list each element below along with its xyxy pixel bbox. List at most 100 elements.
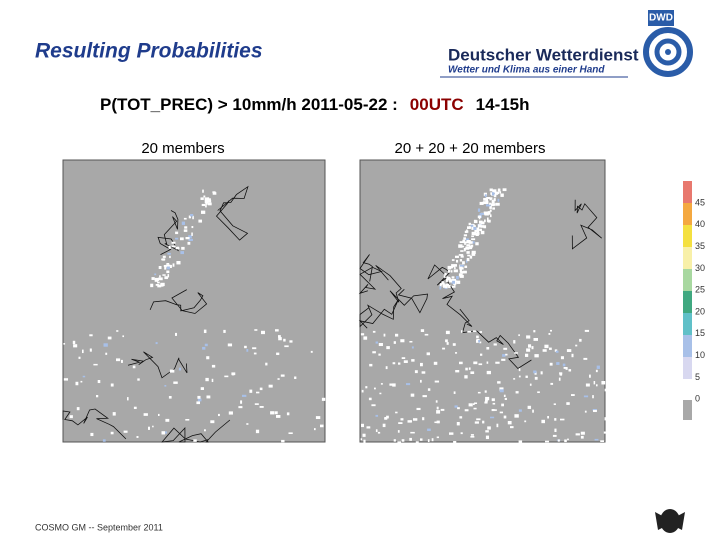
- precip-speck: [445, 284, 448, 289]
- precip-speck: [203, 195, 206, 198]
- precip-speck: [583, 395, 589, 398]
- precip-speck: [160, 282, 165, 287]
- precip-speck: [596, 365, 600, 369]
- precip-speck: [443, 275, 446, 278]
- precip-speck: [403, 360, 408, 363]
- precip-speck: [165, 264, 171, 268]
- precip-speck: [474, 421, 479, 424]
- precip-speck: [204, 197, 209, 201]
- precip-speck: [491, 203, 495, 207]
- precip-speck: [442, 347, 446, 350]
- precip-speck: [137, 378, 140, 381]
- precip-speck: [459, 416, 463, 419]
- precip-speck: [457, 407, 460, 410]
- precip-speck: [206, 395, 211, 399]
- precip-speck: [188, 215, 192, 219]
- precip-speck: [510, 426, 514, 429]
- precip-speck: [486, 197, 491, 200]
- precip-speck: [532, 409, 534, 413]
- precip-speck: [97, 380, 101, 384]
- precip-speck: [497, 381, 501, 384]
- precip-speck: [489, 209, 492, 212]
- precip-speck: [489, 188, 493, 192]
- precip-speck: [164, 276, 168, 280]
- eagle-emblem: [655, 509, 685, 533]
- precip-speck: [462, 239, 466, 243]
- precip-speck: [545, 440, 550, 443]
- precip-speck: [89, 348, 92, 352]
- colorbar-swatch: [683, 291, 692, 313]
- precip-speck: [499, 389, 504, 393]
- precip-speck: [372, 351, 376, 354]
- precip-speck: [473, 361, 478, 365]
- precip-speck: [375, 414, 379, 417]
- precip-speck: [176, 261, 181, 265]
- precip-speck: [483, 192, 487, 196]
- precip-speck: [486, 347, 490, 350]
- precip-speck: [518, 368, 521, 372]
- precip-speck: [103, 343, 108, 347]
- precip-speck: [473, 226, 477, 230]
- precip-speck: [482, 420, 485, 424]
- precip-speck: [441, 281, 444, 285]
- precip-speck: [175, 332, 178, 336]
- precip-speck: [466, 259, 470, 262]
- precip-speck: [169, 369, 175, 373]
- heading-prefix: P(TOT_PREC) > 10mm/h 2011-05-22 :: [100, 95, 398, 114]
- colorbar-labels: 45 40 35 30 25 20 15 10 5 0: [695, 197, 705, 403]
- precip-speck: [63, 378, 69, 381]
- precip-speck: [171, 245, 176, 248]
- precip-speck: [148, 426, 150, 430]
- precip-speck: [452, 343, 456, 346]
- precip-speck: [374, 387, 376, 390]
- precip-speck: [556, 362, 560, 365]
- border-line: [215, 185, 249, 241]
- precip-speck: [493, 198, 496, 202]
- precip-speck: [549, 347, 552, 350]
- precip-speck: [383, 333, 386, 337]
- precip-speck: [490, 416, 495, 419]
- colorbar-swatch: [683, 400, 692, 420]
- precip-speck: [492, 192, 495, 196]
- precip-speck: [280, 374, 285, 377]
- precip-speck: [589, 374, 591, 378]
- precip-speck: [143, 413, 148, 416]
- precip-speck: [265, 362, 268, 366]
- logo-name: Deutscher Wetterdienst: [448, 45, 639, 64]
- precip-speck: [486, 361, 489, 364]
- precip-speck: [445, 339, 448, 343]
- precip-speck: [491, 199, 494, 204]
- precip-speck: [284, 345, 289, 348]
- precip-speck: [534, 376, 538, 380]
- precip-speck: [161, 431, 166, 435]
- precip-speck: [540, 371, 543, 375]
- precip-speck: [460, 273, 463, 278]
- precip-speck: [542, 349, 547, 352]
- precip-speck: [469, 245, 473, 250]
- precip-speck: [76, 407, 80, 411]
- precip-speck: [497, 188, 501, 192]
- precip-speck: [400, 418, 404, 421]
- precip-speck: [502, 354, 506, 357]
- precip-speck: [604, 417, 608, 421]
- precip-speck: [175, 247, 180, 250]
- precip-speck: [485, 197, 488, 202]
- precip-speck: [562, 363, 566, 367]
- precip-speck: [500, 193, 504, 197]
- precip-speck: [409, 341, 413, 343]
- precip-speck: [592, 395, 594, 399]
- precip-speck: [475, 242, 479, 246]
- precip-speck: [451, 278, 457, 283]
- precip-speck: [228, 411, 233, 415]
- precip-speck: [133, 406, 137, 409]
- precip-speck: [363, 439, 366, 443]
- precip-speck: [183, 229, 188, 232]
- precip-speck: [584, 329, 590, 332]
- precip-speck: [467, 254, 471, 257]
- precip-speck: [445, 330, 450, 335]
- precip-speck: [499, 191, 502, 194]
- precip-speck: [136, 436, 139, 438]
- precip-speck: [477, 229, 479, 232]
- precip-speck: [518, 334, 520, 337]
- precip-speck: [547, 416, 550, 419]
